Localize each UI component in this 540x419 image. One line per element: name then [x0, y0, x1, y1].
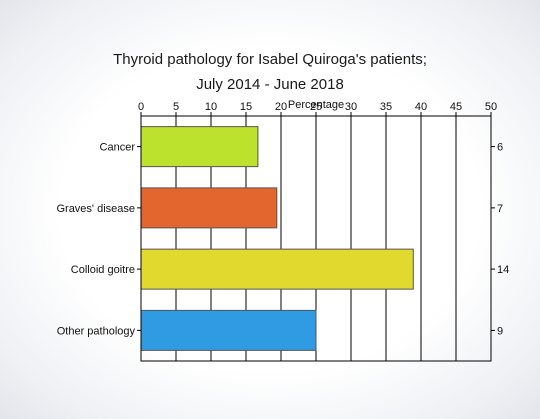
x-tick-label: 20 [275, 101, 287, 113]
x-tick-label: 50 [485, 101, 497, 113]
x-tick-label: 35 [380, 101, 392, 113]
plot-frame [140, 115, 492, 362]
x-tick-label: 45 [450, 101, 462, 113]
chart-title-line-1: Thyroid pathology for Isabel Quiroga's p… [113, 51, 427, 68]
count-label: 9 [497, 325, 503, 337]
bar-graves-disease [140, 187, 278, 229]
chart-title-line-2: July 2014 - June 2018 [196, 76, 344, 93]
bar-other-pathology [140, 309, 317, 351]
count-label: 7 [497, 203, 503, 215]
x-tick-labels: 0 5 10 15 20 25 30 35 40 45 50 [138, 101, 497, 116]
x-tick-label: 30 [345, 101, 357, 113]
bar-colloid-goitre [140, 248, 414, 290]
category-label: Other pathology [57, 325, 136, 337]
x-tick-label: 25 [310, 101, 322, 113]
count-label: 6 [497, 142, 503, 154]
count-labels: 6 7 14 9 [491, 142, 509, 337]
x-tick-label: 10 [205, 101, 217, 113]
x-tick-label: 0 [138, 101, 144, 113]
count-label: 14 [497, 264, 509, 276]
category-label: Graves' disease [56, 203, 135, 215]
x-tick-label: 5 [173, 101, 179, 113]
x-tick-label: 40 [415, 101, 427, 113]
bar-cancer [140, 126, 259, 168]
category-label: Colloid goitre [71, 264, 135, 276]
x-axis-label: Percentage [288, 99, 344, 111]
category-label: Cancer [100, 142, 136, 154]
x-tick-label: 15 [240, 101, 252, 113]
bars [140, 126, 414, 351]
category-labels: Cancer Graves' disease Colloid goitre Other… [56, 142, 141, 337]
